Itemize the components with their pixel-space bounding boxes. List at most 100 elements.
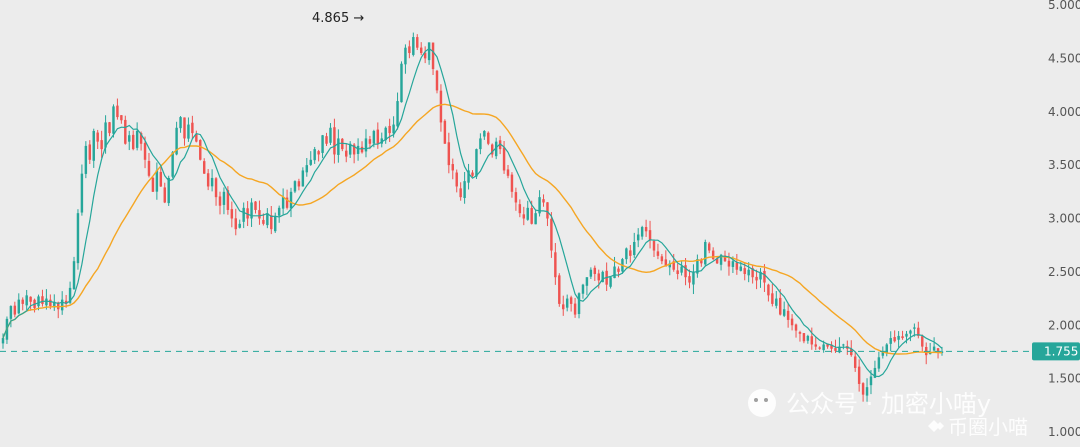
candle-body — [392, 124, 395, 134]
candle-body — [45, 298, 48, 306]
candle-body — [542, 199, 545, 203]
high-marker-label: 4.865 → — [312, 11, 364, 26]
candle-body — [301, 170, 305, 187]
candle-body — [88, 144, 92, 160]
candle-body — [230, 209, 234, 219]
candle-body — [727, 260, 731, 267]
candle-body — [802, 333, 806, 342]
candle-body — [380, 138, 383, 144]
candle-body — [321, 135, 324, 153]
candle-body — [652, 241, 656, 251]
candle-body — [364, 138, 368, 152]
candle-body — [131, 134, 135, 150]
candle-body — [471, 172, 474, 176]
price-tick-label: 2.000 — [1048, 318, 1080, 332]
candle-body — [779, 297, 782, 315]
candle-body — [64, 300, 68, 304]
ma-slow-line — [2, 103, 943, 355]
candle-body — [877, 357, 881, 369]
candle-body — [869, 376, 873, 386]
candle-body — [427, 42, 431, 61]
candle-body — [633, 241, 636, 256]
candle-body — [747, 269, 750, 276]
candle-body — [17, 299, 21, 314]
candle-body — [913, 327, 916, 329]
candle-body — [625, 248, 628, 260]
candle-body — [329, 127, 332, 143]
candle-body — [226, 190, 230, 210]
candle-body — [818, 347, 821, 349]
candle-body — [530, 208, 533, 224]
candle-body — [348, 143, 352, 155]
candle-body — [853, 356, 857, 368]
candle-body — [609, 277, 612, 287]
candle-body — [120, 115, 123, 121]
candle-body — [719, 254, 723, 265]
candle-body — [175, 127, 178, 155]
candle-body — [755, 276, 758, 281]
candle-body — [538, 197, 541, 214]
candle-body — [124, 119, 127, 144]
candle-body — [735, 262, 739, 270]
candle-body — [96, 132, 99, 142]
candle-body — [143, 142, 147, 160]
candle-body — [585, 277, 589, 286]
candle-body — [116, 105, 119, 118]
candle-body — [242, 207, 245, 222]
candle-body — [601, 271, 604, 283]
candle-body — [297, 181, 301, 187]
candle-body — [565, 298, 569, 308]
candle-body — [506, 169, 510, 176]
candle-body — [644, 227, 648, 232]
candle-body — [293, 181, 297, 192]
candle-body — [285, 197, 289, 208]
candle-body — [711, 250, 715, 260]
candle-body — [408, 46, 411, 54]
candle-body — [289, 191, 293, 209]
candle-body — [112, 106, 115, 134]
candle-body — [41, 296, 44, 304]
candle-body — [514, 192, 518, 203]
candle-body — [270, 215, 273, 230]
price-tick-label: 4.000 — [1048, 105, 1080, 119]
candle-body — [660, 256, 664, 262]
candle-body — [664, 259, 668, 267]
candle-body — [431, 42, 435, 70]
candle-body — [187, 124, 190, 139]
candle-body — [905, 333, 908, 337]
candle-body — [250, 202, 253, 219]
candle-body — [554, 252, 557, 278]
candle-body — [865, 387, 869, 396]
candle-body — [794, 324, 798, 331]
candle-body — [640, 227, 644, 237]
current-price-tag-bg — [1032, 342, 1080, 361]
candle-body — [921, 336, 924, 347]
binance-icon — [928, 420, 944, 432]
candle-body — [325, 136, 328, 144]
candle-body — [810, 336, 814, 345]
candle-body — [814, 344, 817, 347]
candle-body — [195, 134, 198, 142]
candle-body — [92, 130, 95, 161]
candle-body — [313, 149, 316, 161]
candle-body — [838, 346, 841, 353]
candle-body — [731, 261, 735, 267]
candle-body — [57, 302, 60, 310]
candle-body — [475, 149, 478, 177]
candle-body — [786, 310, 790, 320]
candle-body — [861, 383, 865, 395]
candle-body — [238, 223, 241, 228]
watermark-line2: 币圈小喵 — [948, 415, 1028, 439]
candle-body — [451, 164, 454, 171]
candle-body — [857, 366, 861, 384]
candle-body — [885, 344, 888, 354]
candle-body — [510, 174, 514, 192]
candle-body — [696, 259, 699, 274]
candle-body — [467, 170, 470, 183]
candle-body — [360, 146, 364, 153]
candle-body — [522, 214, 526, 219]
candle-body — [49, 299, 52, 307]
candle-body — [763, 270, 766, 283]
candle-body — [526, 207, 529, 220]
candle-body — [672, 261, 675, 270]
